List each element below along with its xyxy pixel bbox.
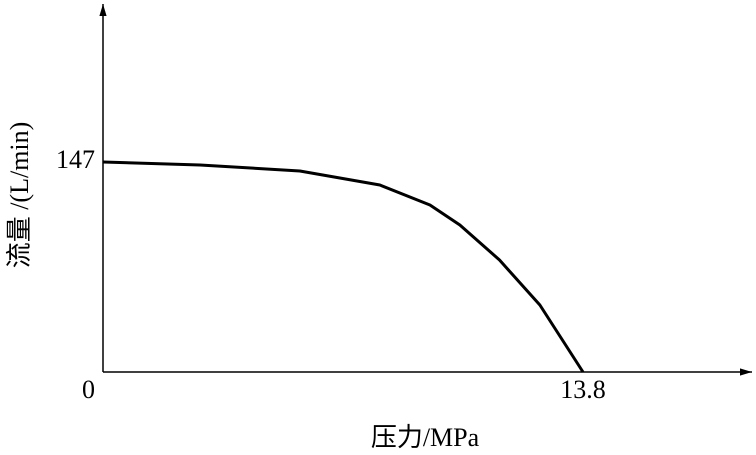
x-tick-label: 0 <box>82 375 95 404</box>
x-tick-label: 13.8 <box>560 375 606 404</box>
curve <box>102 160 585 373</box>
x-axis-label: 压力/MPa <box>371 423 480 452</box>
y-axis-label: 流量 /(L/min) <box>5 122 34 269</box>
y-tick-label: 147 <box>56 145 95 174</box>
